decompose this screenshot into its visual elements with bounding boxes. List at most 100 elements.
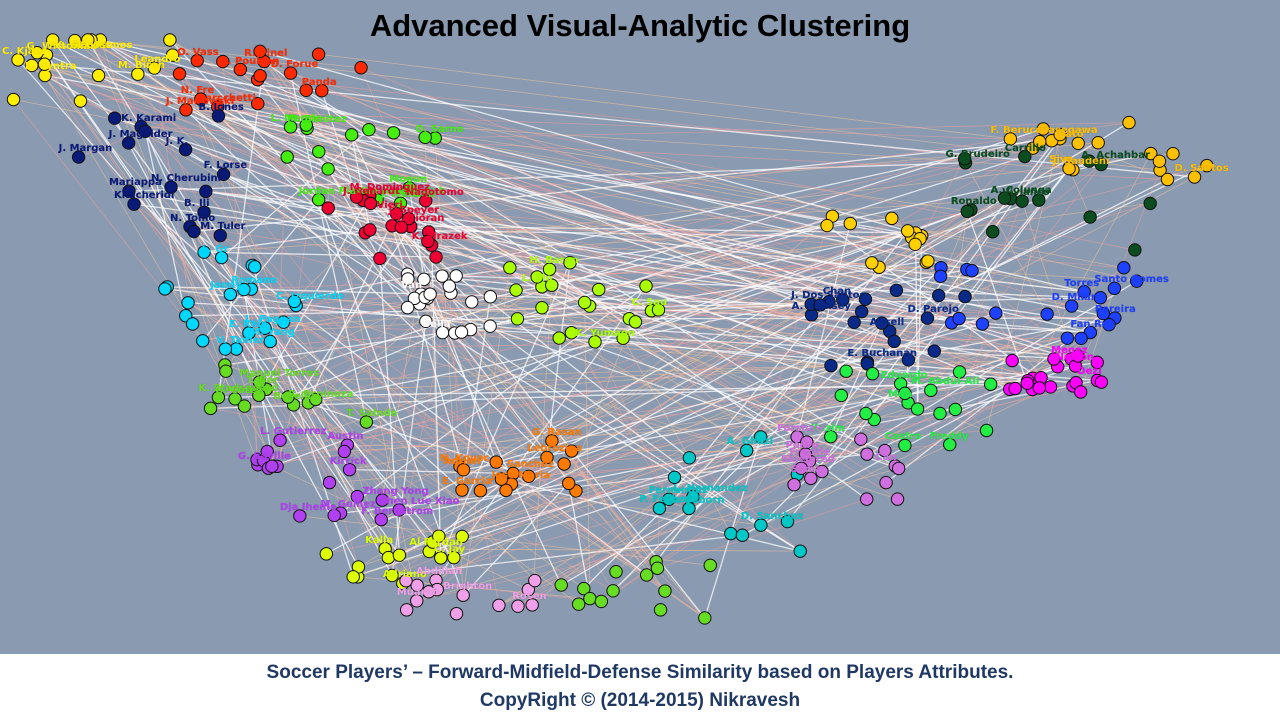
similarity-edge xyxy=(223,174,461,467)
similarity-edge xyxy=(391,395,842,576)
player-node xyxy=(594,594,609,609)
player-node xyxy=(879,475,893,490)
player-node xyxy=(354,61,368,75)
similarity-edge xyxy=(399,261,927,556)
player-node xyxy=(321,162,335,176)
similarity-edge xyxy=(559,337,1098,382)
copyright-line: CopyRight © (2014-2015) Nikravesh xyxy=(479,690,801,711)
similarity-edge xyxy=(442,267,942,277)
player-node xyxy=(196,334,210,348)
similarity-edge xyxy=(629,317,1115,320)
similarity-edge xyxy=(340,321,427,514)
player-node xyxy=(793,544,807,558)
similarity-edge xyxy=(91,39,362,69)
player-node xyxy=(374,512,388,527)
player-node xyxy=(1094,157,1108,172)
player-node xyxy=(213,228,227,243)
player-node xyxy=(1102,317,1116,332)
player-node xyxy=(889,283,904,297)
player-node xyxy=(178,142,193,157)
player-node xyxy=(237,282,251,297)
similarity-edge xyxy=(860,140,1053,440)
player-node xyxy=(698,611,712,625)
similarity-edge xyxy=(204,198,1011,253)
player-node xyxy=(787,478,801,492)
similarity-edge xyxy=(427,153,1174,242)
player-node xyxy=(25,58,39,73)
similarity-edge xyxy=(258,195,371,396)
player-node xyxy=(197,245,211,259)
player-node xyxy=(185,317,200,331)
player-node xyxy=(958,289,972,304)
player-node xyxy=(38,68,52,83)
similarity-edge xyxy=(80,100,875,420)
similarity-edge xyxy=(501,478,801,552)
similarity-edge xyxy=(531,285,553,605)
player-node xyxy=(975,317,990,331)
player-node xyxy=(921,254,935,268)
similarity-edge xyxy=(90,39,245,407)
player-node xyxy=(1122,115,1136,130)
similarity-edge xyxy=(204,251,437,258)
player-node xyxy=(473,484,488,498)
player-node xyxy=(860,447,874,461)
similarity-edge xyxy=(498,363,868,606)
player-node xyxy=(1200,158,1214,173)
similarity-edge xyxy=(292,226,412,406)
player-node xyxy=(1003,132,1018,146)
similarity-edge xyxy=(306,124,1072,360)
player-node xyxy=(359,415,374,429)
player-node xyxy=(216,167,231,182)
player-node xyxy=(920,311,935,325)
player-node xyxy=(887,334,901,349)
player-node xyxy=(223,287,238,302)
player-node xyxy=(1187,170,1202,184)
player-node xyxy=(199,184,213,199)
similarity-edge xyxy=(480,359,909,492)
player-node xyxy=(218,342,233,356)
player-node xyxy=(252,388,266,402)
similarity-edge xyxy=(223,173,918,410)
player-node xyxy=(311,193,326,207)
player-node xyxy=(417,272,431,287)
similarity-edge xyxy=(44,63,1195,178)
player-node xyxy=(839,364,853,378)
player-node xyxy=(179,103,193,117)
player-node xyxy=(653,603,668,617)
similarity-edge xyxy=(462,267,511,596)
similarity-edge xyxy=(432,441,807,543)
player-node xyxy=(1094,375,1109,389)
player-node xyxy=(419,314,433,328)
player-node xyxy=(138,124,153,138)
similarity-edge xyxy=(90,39,457,277)
player-node xyxy=(735,528,750,542)
similarity-edge xyxy=(938,178,1168,297)
player-node xyxy=(399,574,413,588)
player-node xyxy=(1091,135,1105,150)
player-node xyxy=(1073,385,1088,399)
player-node xyxy=(511,599,525,613)
player-node xyxy=(237,399,252,413)
player-node xyxy=(127,197,141,211)
similarity-edge xyxy=(205,190,1110,326)
player-node xyxy=(385,568,399,583)
player-node xyxy=(233,62,248,77)
player-node xyxy=(628,315,643,329)
player-node xyxy=(1036,122,1050,136)
similarity-edge xyxy=(370,203,614,592)
similarity-edge xyxy=(74,40,1098,363)
similarity-edge xyxy=(257,79,1135,251)
similarity-edge xyxy=(258,365,831,396)
player-node xyxy=(121,136,136,150)
similarity-edge xyxy=(601,474,798,602)
player-node xyxy=(1077,285,1091,299)
similarity-edge xyxy=(368,129,928,319)
similarity-edge xyxy=(391,225,465,470)
player-node xyxy=(1047,352,1061,366)
similarity-edge xyxy=(318,53,1011,140)
player-node xyxy=(465,295,479,309)
player-node xyxy=(319,547,334,561)
player-node xyxy=(1160,172,1175,187)
player-node xyxy=(1071,136,1085,150)
similarity-edge xyxy=(471,152,1151,303)
